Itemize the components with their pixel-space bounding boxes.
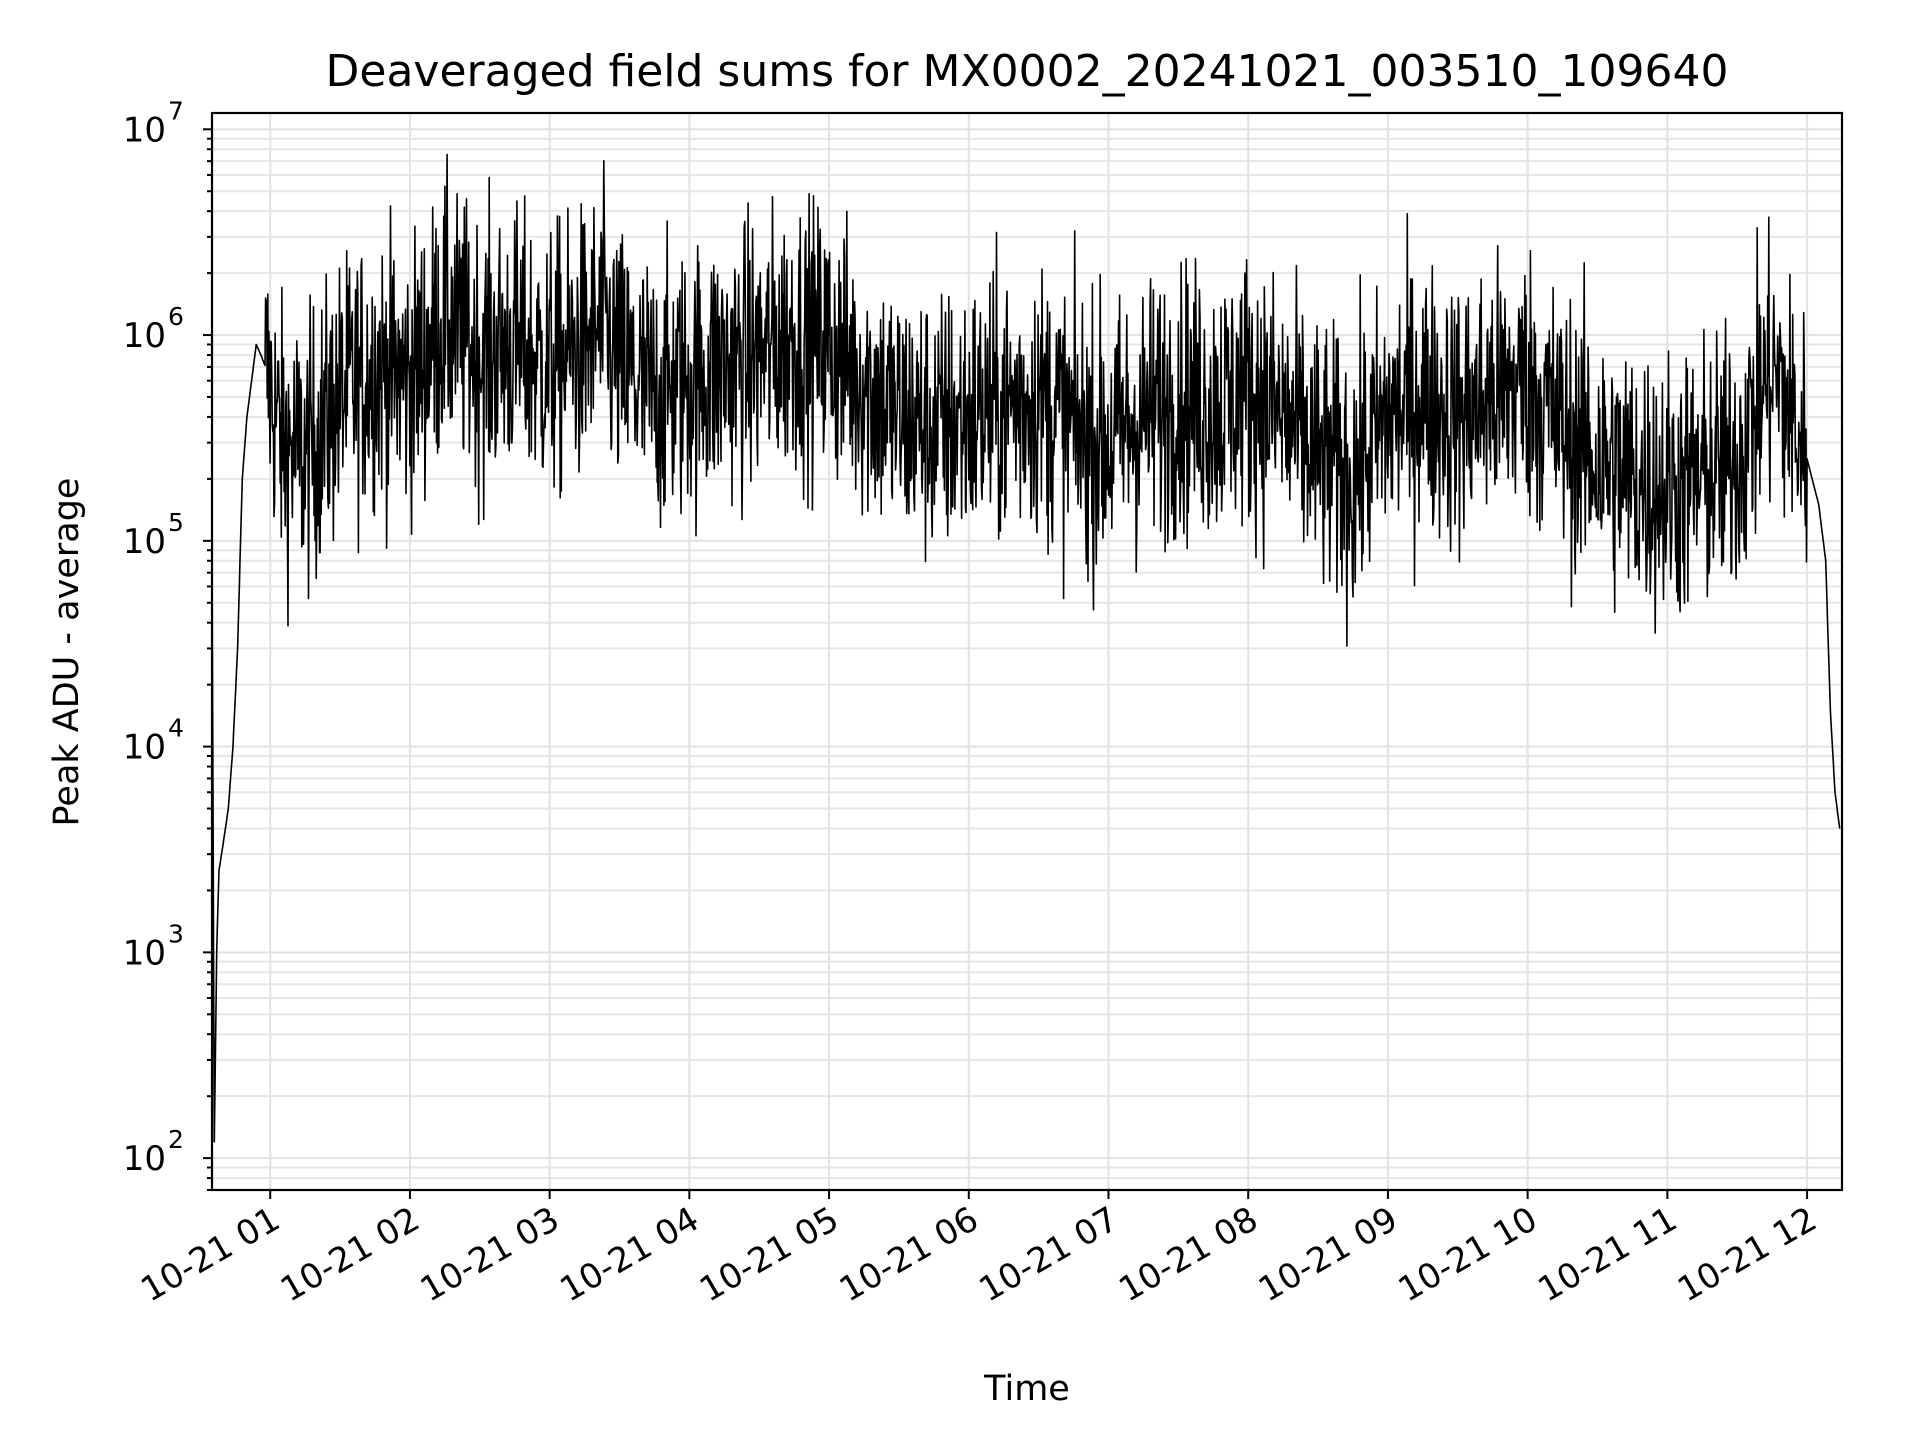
- x-tick-label: 10-21 10: [1392, 1199, 1544, 1310]
- y-tick-base: 10: [123, 110, 166, 150]
- x-tick-label: 10-21 03: [414, 1199, 566, 1310]
- x-tick-label: 10-21 07: [973, 1199, 1125, 1310]
- y-tick-label: 10: [123, 728, 166, 768]
- y-tick-label: 10: [123, 522, 166, 562]
- y-tick-label: 10: [123, 316, 166, 356]
- y-axis-label: Peak ADU - average: [47, 478, 87, 827]
- y-tick-base: 10: [123, 933, 166, 973]
- y-tick-exponent: 6: [168, 302, 184, 331]
- x-tick-label: 10-21 11: [1531, 1199, 1683, 1310]
- y-tick-exponent: 3: [168, 919, 184, 948]
- y-tick-label: 10: [123, 1139, 166, 1179]
- y-tick-exponent: 5: [168, 508, 184, 537]
- x-tick-label: 10-21 12: [1671, 1199, 1823, 1310]
- x-tick-label: 10-21 02: [274, 1199, 426, 1310]
- y-tick-exponent: 2: [168, 1125, 184, 1154]
- y-tick-exponent: 4: [168, 714, 184, 743]
- y-tick-base: 10: [123, 522, 166, 562]
- y-tick-base: 10: [123, 316, 166, 356]
- series-line: [211, 153, 1841, 1143]
- x-tick-label: 10-21 09: [1252, 1199, 1404, 1310]
- grid: [212, 113, 1842, 1191]
- chart-title: Deaveraged field sums for MX0002_2024102…: [326, 46, 1729, 97]
- x-tick-label: 10-21 08: [1112, 1199, 1264, 1310]
- x-tick-label: 10-21 05: [693, 1199, 845, 1310]
- x-tick-label: 10-21 04: [553, 1199, 705, 1310]
- x-tick-label: 10-21 06: [833, 1199, 985, 1310]
- y-tick-base: 10: [123, 728, 166, 768]
- x-axis-label: Time: [983, 1369, 1070, 1409]
- y-tick-base: 10: [123, 1139, 166, 1179]
- y-tick-label: 10: [123, 110, 166, 150]
- y-tick-exponent: 7: [168, 96, 184, 125]
- plot-frame: [210, 111, 1844, 1192]
- y-tick-label: 10: [123, 933, 166, 973]
- x-tick-label: 10-21 01: [134, 1199, 286, 1310]
